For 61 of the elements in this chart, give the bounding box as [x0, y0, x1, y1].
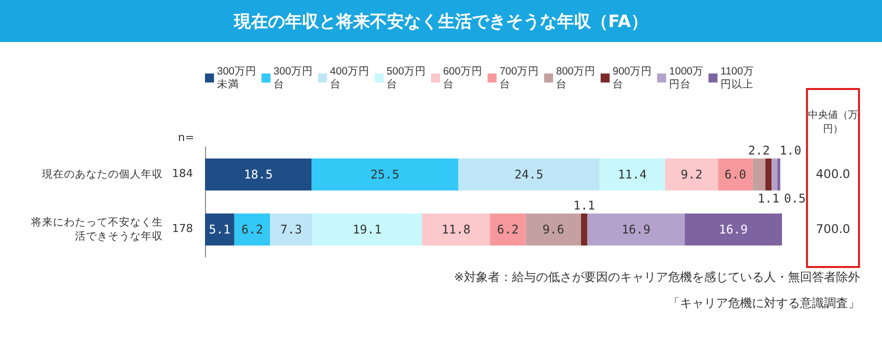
text: 184: [172, 166, 193, 180]
data-label: 0.5: [784, 192, 806, 206]
bar: [665, 158, 718, 190]
bar: [718, 158, 753, 190]
legend-label: 800万円台: [556, 66, 596, 90]
data-label: 6.0: [724, 168, 746, 182]
bar: [599, 158, 666, 190]
bar: [458, 158, 600, 190]
bar: [234, 214, 270, 246]
bar: [270, 214, 312, 246]
text: 中央値（万円）: [808, 108, 858, 136]
data-label: 1.1: [758, 192, 780, 206]
data-label: 9.2: [680, 168, 702, 182]
bar: [587, 214, 685, 246]
bar: [765, 158, 772, 190]
bar: [490, 214, 526, 246]
bar: [777, 158, 780, 190]
data-label: 25.5: [370, 168, 400, 182]
legend-label: 900万円台: [612, 66, 652, 90]
bar: [684, 214, 782, 246]
data-label: 1.1: [573, 198, 596, 212]
data-label: 16.9: [622, 222, 650, 236]
bar: [422, 214, 490, 246]
legend-label: 1100万円以上: [720, 66, 754, 90]
bar: [205, 214, 234, 246]
data-label: 1.0: [780, 144, 802, 158]
data-label: 9.6: [542, 222, 564, 236]
y-tick-label: 将来にわたって不安なく生活できそうな年収: [30, 216, 163, 242]
bar: [526, 214, 582, 246]
legend-label: 300万円未満: [217, 66, 257, 90]
data-label: 19.1: [352, 222, 382, 236]
bar: [205, 158, 312, 190]
text: 400.0: [814, 166, 852, 180]
data-label: 7.3: [280, 222, 302, 236]
data-label: 11.4: [618, 168, 647, 182]
legend-label: 400万円台: [330, 66, 370, 90]
data-label: 6.2: [241, 222, 264, 236]
data-label: 11.8: [442, 222, 471, 236]
legend-label: 700万円台: [500, 66, 540, 90]
legend-label: 1000万円台: [669, 66, 704, 90]
bar: [312, 214, 422, 246]
data-label: 5.1: [208, 222, 231, 236]
bar: [312, 158, 458, 190]
text: 178: [172, 222, 193, 234]
bar: [581, 214, 588, 246]
legend-label: 600万円台: [443, 66, 483, 90]
data-label: 16.9: [718, 222, 748, 236]
data-label: 6.2: [497, 222, 519, 236]
text: n=: [178, 131, 194, 144]
legend-label: 500万円台: [386, 66, 426, 90]
bar: [752, 158, 766, 190]
chart-title: 現在の年収と将来不安なく生活できそうな年収（FA）: [0, 0, 882, 42]
data-label: 2.2: [748, 144, 770, 158]
text: 700.0: [814, 222, 852, 236]
data-label: 24.5: [514, 168, 544, 182]
legend-label: 300万円台: [274, 66, 314, 90]
y-tick-label: 現在のあなたの個人年収: [42, 168, 163, 180]
text: ※対象者：給与の低さが要因のキャリア危機を感じている人・無回答者除外: [454, 269, 860, 286]
text: 「キャリア危機に対する意識調査」: [668, 295, 860, 312]
bar: [772, 158, 778, 190]
data-label: 18.5: [244, 168, 273, 182]
